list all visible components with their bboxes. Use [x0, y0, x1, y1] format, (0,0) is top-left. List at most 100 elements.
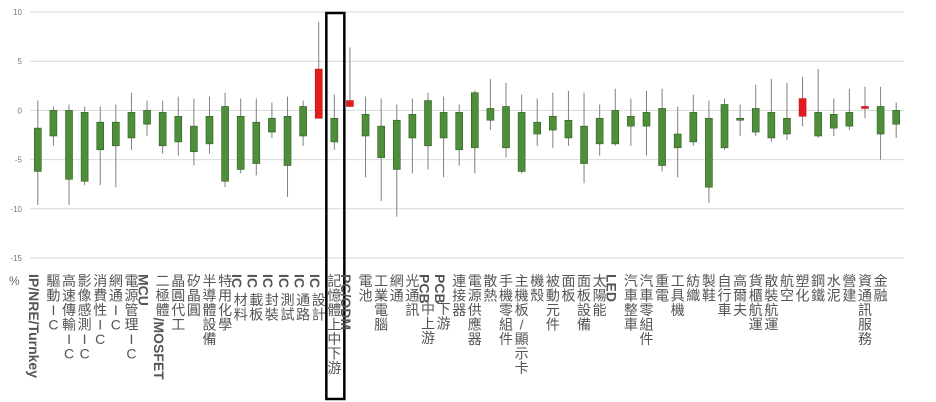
highlight-box — [325, 11, 346, 401]
category-label-text: 影像感測 I C — [78, 273, 92, 362]
category-label: 二極體/MOSFET — [151, 273, 170, 380]
category-label-text: 測試 — [281, 292, 295, 323]
category-label: 鋼鐵 — [811, 273, 825, 304]
category-label-text: 機殼 — [530, 273, 544, 304]
candle-body — [798, 98, 807, 117]
candle-body — [595, 117, 604, 145]
category-label-text: 工具機 — [671, 273, 685, 318]
candle-body — [330, 117, 339, 143]
category-label-text: 載板 — [249, 292, 263, 323]
candle-body — [158, 112, 167, 147]
category-label: 影像感測 I C — [78, 273, 92, 362]
category-label-text: 散裝航運 — [764, 273, 778, 333]
category-label: LED — [604, 274, 620, 302]
category-label: 半導體設備 — [202, 273, 216, 347]
category-label-text: IC — [307, 274, 323, 288]
category-label: 散熱 — [483, 273, 497, 304]
category-label: 晶圓代工 — [171, 273, 185, 333]
category-label-text: 汽車整車 — [624, 273, 638, 333]
category-label-text: 連接器 — [452, 273, 466, 318]
candle-body — [174, 116, 183, 143]
candle-body — [502, 106, 510, 149]
y-tick-label: 0 — [18, 106, 23, 115]
category-label-text: 面板設備 — [577, 273, 591, 333]
candle-body — [314, 68, 323, 119]
category-label-text: 自行車 — [718, 273, 732, 318]
category-label-text: 貨櫃航運 — [749, 273, 763, 333]
candle-body — [861, 106, 869, 109]
category-label: 機殼 — [530, 273, 544, 304]
candle-body — [236, 116, 245, 170]
candle-body — [283, 116, 292, 166]
candle-wicks — [37, 21, 897, 217]
category-label: 金融 — [874, 273, 888, 304]
category-label-text: 手機零組件 — [499, 273, 513, 347]
category-label: IC 測試 — [276, 274, 295, 323]
candle-body — [564, 119, 573, 139]
category-label: 塑化 — [796, 273, 810, 304]
candle-body — [486, 108, 495, 121]
category-label: 面板 — [561, 273, 575, 304]
candle-body — [424, 100, 432, 147]
category-label: 電池 — [359, 273, 373, 304]
category-label: IC 載板 — [245, 274, 264, 323]
category-label: 工業電腦 — [374, 273, 388, 333]
category-label: 自行車 — [718, 273, 732, 318]
category-label-text: 二極體 — [156, 273, 170, 318]
category-label: MCU — [135, 274, 151, 306]
category-label: 重電 — [655, 273, 669, 304]
y-tick-label: 5 — [18, 57, 23, 66]
y-tick-label: -5 — [15, 156, 23, 165]
candle-body — [876, 106, 885, 135]
category-label: 太陽能 — [593, 273, 607, 318]
category-label: 高爾夫 — [733, 273, 747, 318]
category-label-text: 面板 — [561, 273, 575, 304]
category-label: 主機板/顯示卡 — [515, 273, 529, 376]
category-label: 連接器 — [452, 273, 466, 318]
category-label-text: IC — [276, 274, 292, 288]
candle-body — [143, 110, 151, 125]
category-label: 貨櫃航運 — [749, 273, 763, 333]
category-label: IP/NRE/Turnkey — [26, 274, 42, 378]
category-label: 電源管理 I C — [124, 273, 138, 362]
category-label-text: 工業電腦 — [374, 273, 388, 333]
candle-body — [361, 114, 370, 137]
category-label-text: 被動元件 — [546, 273, 560, 333]
category-label: IC 設計 — [307, 274, 326, 323]
candle-body — [845, 112, 854, 127]
category-label-text: 驅動 I C — [46, 273, 60, 333]
category-label: 汽車整車 — [624, 273, 638, 333]
candle-body — [299, 106, 307, 137]
candle-body — [252, 121, 261, 164]
category-label: 製鞋 — [702, 273, 716, 304]
candle-body — [829, 114, 838, 129]
category-label-text: 中上游 — [421, 301, 435, 346]
category-label: IC 材料 — [229, 274, 248, 323]
candle-body — [190, 125, 198, 153]
category-label-text: IC — [229, 274, 245, 288]
category-label: 驅動 I C — [46, 273, 60, 333]
category-label-text: 主機板/顯示卡 — [515, 273, 529, 376]
candle-body — [783, 117, 791, 135]
y-tick-label: 10 — [13, 8, 22, 17]
candle-body — [127, 112, 136, 139]
category-label-text: PC/ODM — [338, 274, 354, 330]
category-label: 被動元件 — [546, 273, 560, 333]
category-label-text: 高速傳輸 I C — [62, 273, 76, 362]
candle-body — [689, 112, 698, 143]
category-label-text: 通路 — [296, 292, 310, 323]
category-label: 光通訊 — [405, 273, 419, 318]
candle-body — [408, 114, 417, 139]
category-label-text: 高爾夫 — [733, 273, 747, 318]
category-label-text: 消費性 I C — [93, 273, 107, 347]
category-label-text: /MOSFET — [151, 318, 167, 381]
category-label-text: 製鞋 — [702, 273, 716, 304]
category-label: PC/ODM — [338, 274, 354, 330]
category-label-text: 網通 — [390, 273, 404, 304]
candle-body — [720, 104, 729, 149]
category-label: 特用化學 — [218, 273, 232, 333]
candle-body — [736, 117, 744, 121]
candle-body — [549, 116, 557, 131]
